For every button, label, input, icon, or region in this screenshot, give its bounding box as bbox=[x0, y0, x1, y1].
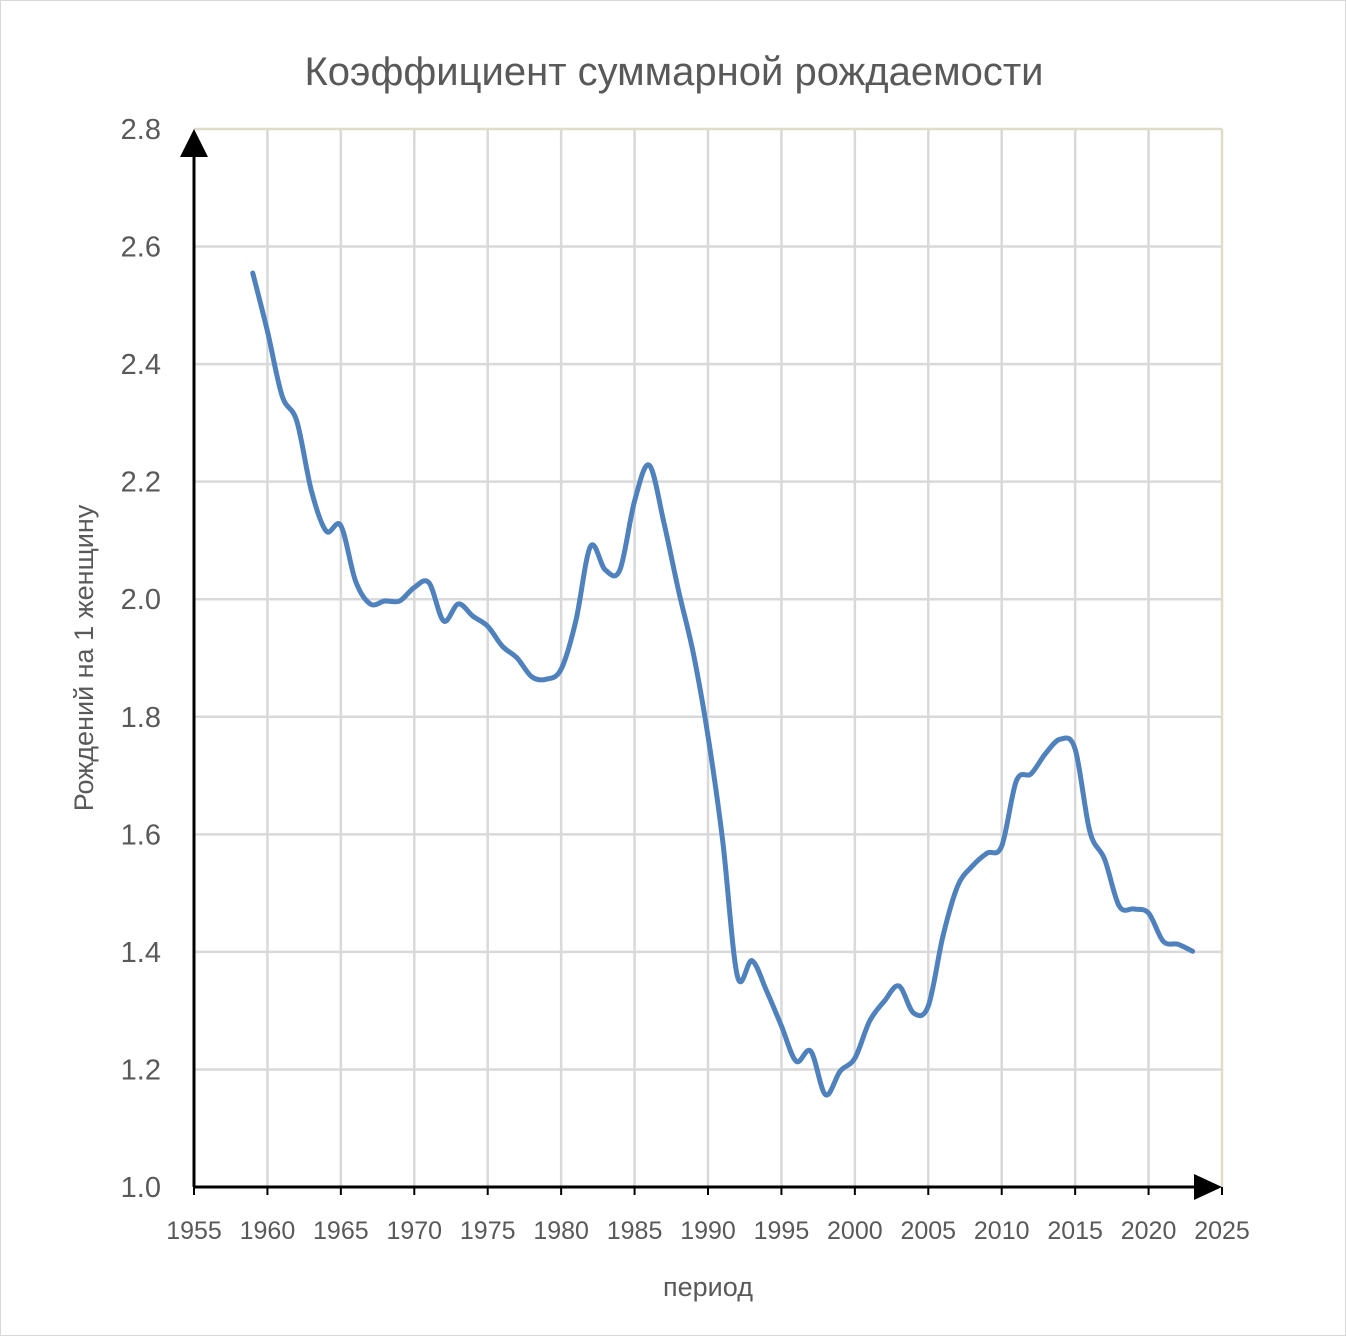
x-tick-label: 1980 bbox=[533, 1217, 589, 1245]
x-tick-label: 1975 bbox=[460, 1217, 516, 1245]
y-tick-label: 1.8 bbox=[121, 702, 161, 734]
x-axis-arrow-icon bbox=[1194, 1174, 1222, 1200]
y-axis-label: Рождений на 1 женщину bbox=[69, 504, 99, 811]
x-tick-label: 2010 bbox=[974, 1217, 1030, 1245]
x-tick-label: 2000 bbox=[827, 1217, 883, 1245]
x-tick-label: 1995 bbox=[754, 1217, 810, 1245]
series-line bbox=[250, 270, 1196, 1098]
x-axis-label: период bbox=[663, 1272, 753, 1302]
x-tick-label: 1965 bbox=[313, 1217, 369, 1245]
chart-title: Коэффициент суммарной рождаемости bbox=[304, 50, 1043, 94]
x-tick-label: 2025 bbox=[1194, 1217, 1250, 1245]
x-tick-label: 1990 bbox=[680, 1217, 736, 1245]
y-tick-label: 2.0 bbox=[121, 584, 161, 616]
x-tick-label: 2015 bbox=[1047, 1217, 1103, 1245]
x-tick-label: 1985 bbox=[607, 1217, 663, 1245]
y-tick-label: 1.4 bbox=[121, 937, 161, 969]
y-tick-label: 1.2 bbox=[121, 1054, 161, 1086]
y-tick-label: 2.2 bbox=[121, 467, 161, 499]
y-tick-label: 2.6 bbox=[121, 232, 161, 264]
y-tick-label: 1.6 bbox=[121, 819, 161, 851]
x-tick-label: 1970 bbox=[386, 1217, 442, 1245]
y-axis-arrow-icon bbox=[180, 129, 208, 157]
y-tick-label: 1.0 bbox=[121, 1172, 161, 1204]
x-tick-label: 1960 bbox=[240, 1217, 296, 1245]
y-tick-label: 2.4 bbox=[121, 349, 161, 381]
x-tick-label: 2020 bbox=[1121, 1217, 1177, 1245]
x-tick-label: 1955 bbox=[166, 1217, 222, 1245]
y-tick-label: 2.8 bbox=[121, 114, 161, 146]
x-tick-label: 2005 bbox=[900, 1217, 956, 1245]
